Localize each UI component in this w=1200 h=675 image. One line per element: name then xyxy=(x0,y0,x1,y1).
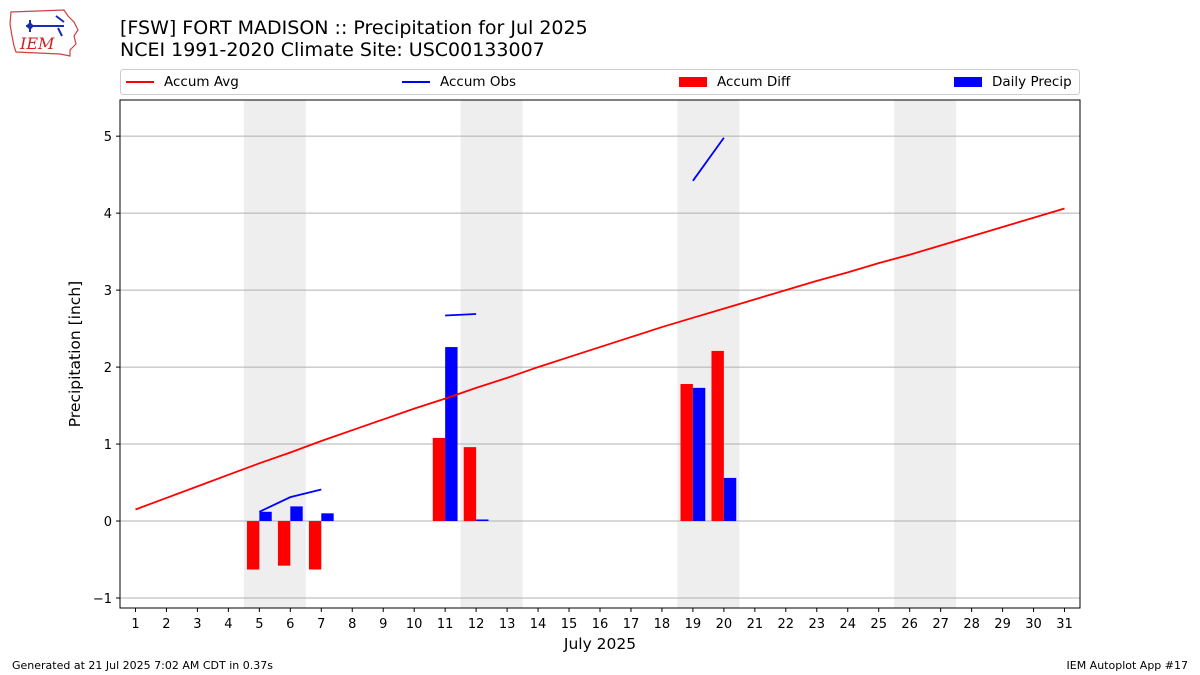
y-tick-label: 3 xyxy=(104,284,112,299)
x-tick-label: 4 xyxy=(224,617,232,632)
accum-diff-bar xyxy=(711,350,724,522)
y-tick-label: 0 xyxy=(104,515,112,530)
x-tick-label: 30 xyxy=(1025,617,1042,632)
x-tick-label: 7 xyxy=(317,617,325,632)
y-tick-label: 1 xyxy=(104,438,112,453)
x-tick-label: 20 xyxy=(716,617,733,632)
x-axis-label: July 2025 xyxy=(563,635,636,653)
x-tick-label: 28 xyxy=(963,617,980,632)
legend-label-accum-obs: Accum Obs xyxy=(440,74,517,90)
legend-swatch-accum-obs xyxy=(402,81,430,83)
accum-diff-bar xyxy=(246,521,260,570)
x-tick-label: 17 xyxy=(623,617,640,632)
weekend-band xyxy=(894,100,957,608)
accum-diff-bar xyxy=(308,521,322,570)
accum-obs-line xyxy=(258,488,322,513)
y-axis-label: Precipitation [inch] xyxy=(66,281,84,427)
x-tick-label: 8 xyxy=(348,617,356,632)
x-tick-label: 24 xyxy=(839,617,856,632)
weekend-band xyxy=(460,100,523,608)
x-tick-label: 6 xyxy=(286,617,294,632)
generated-timestamp: Generated at 21 Jul 2025 7:02 AM CDT in … xyxy=(12,659,273,672)
legend-item-daily-precip: Daily Precip xyxy=(954,70,1072,94)
y-tick-label: −1 xyxy=(93,592,112,607)
legend-swatch-daily-precip xyxy=(954,77,982,87)
daily-precip-bar xyxy=(445,347,458,522)
accum-diff-bar xyxy=(277,521,291,566)
x-tick-label: 15 xyxy=(561,617,578,632)
daily-precip-bar xyxy=(476,519,489,522)
accum-diff-bar xyxy=(680,384,693,522)
x-tick-label: 19 xyxy=(685,617,702,632)
x-tick-label: 27 xyxy=(932,617,949,632)
iowa-state-outline-icon xyxy=(9,9,79,57)
x-tick-label: 13 xyxy=(499,617,516,632)
x-tick-label: 31 xyxy=(1056,617,1073,632)
daily-precip-bar xyxy=(692,387,706,522)
x-tick-label: 26 xyxy=(901,617,918,632)
logo-text: IEM xyxy=(19,34,55,53)
x-tick-label: 16 xyxy=(592,617,609,632)
legend-item-accum-obs: Accum Obs xyxy=(402,70,516,94)
x-tick-label: 23 xyxy=(809,617,826,632)
x-tick-label: 12 xyxy=(468,617,485,632)
y-tick-label: 5 xyxy=(104,130,112,145)
x-tick-label: 14 xyxy=(530,617,547,632)
x-tick-label: 9 xyxy=(379,617,387,632)
legend-item-accum-diff: Accum Diff xyxy=(679,70,790,94)
chart-legend: Accum Avg Accum Obs Accum Diff Daily Pre… xyxy=(120,69,1080,95)
x-tick-label: 5 xyxy=(255,617,263,632)
x-tick-label: 1 xyxy=(131,617,139,632)
legend-item-accum-avg: Accum Avg xyxy=(126,70,239,94)
x-tick-label: 25 xyxy=(870,617,887,632)
x-tick-label: 2 xyxy=(162,617,170,632)
chart-subtitle: NCEI 1991-2020 Climate Site: USC00133007 xyxy=(120,39,545,61)
daily-precip-bar xyxy=(290,506,303,522)
x-tick-label: 10 xyxy=(406,617,423,632)
x-tick-label: 29 xyxy=(994,617,1011,632)
y-tick-label: 4 xyxy=(104,207,112,222)
legend-label-daily-precip: Daily Precip xyxy=(992,74,1072,90)
daily-precip-bar xyxy=(259,511,272,522)
accum-diff-bar xyxy=(463,447,477,522)
accum-obs-line xyxy=(692,137,725,182)
chart-title: [FSW] FORT MADISON :: Precipitation for … xyxy=(120,17,588,39)
x-tick-label: 22 xyxy=(778,617,795,632)
legend-swatch-accum-avg xyxy=(126,81,154,83)
legend-label-accum-diff: Accum Diff xyxy=(717,74,791,90)
accum-diff-bar xyxy=(432,437,446,522)
legend-label-accum-avg: Accum Avg xyxy=(164,74,239,90)
x-tick-label: 21 xyxy=(747,617,764,632)
x-tick-label: 11 xyxy=(437,617,454,632)
accum-obs-line xyxy=(445,313,477,317)
accum-avg-line xyxy=(135,207,1065,511)
iem-logo: IEM xyxy=(9,9,79,57)
weekend-band xyxy=(677,100,740,608)
x-tick-label: 18 xyxy=(654,617,671,632)
x-tick-label: 3 xyxy=(193,617,201,632)
daily-precip-bar xyxy=(321,513,334,522)
legend-swatch-accum-diff xyxy=(679,77,707,87)
app-credit: IEM Autoplot App #17 xyxy=(1066,659,1189,672)
daily-precip-bar xyxy=(723,477,737,522)
y-tick-label: 2 xyxy=(104,361,112,376)
